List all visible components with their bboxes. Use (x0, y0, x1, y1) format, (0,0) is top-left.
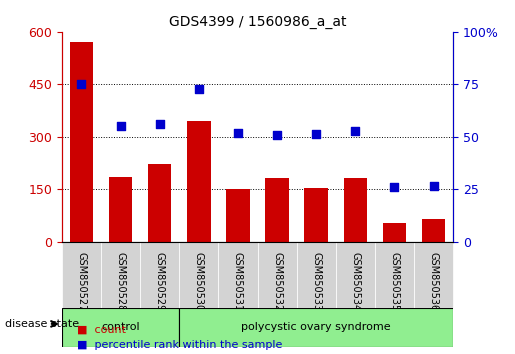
Text: GSM850527: GSM850527 (76, 252, 87, 311)
Text: GSM850536: GSM850536 (428, 252, 439, 311)
Text: polycystic ovary syndrome: polycystic ovary syndrome (242, 322, 391, 332)
Text: ■  count: ■ count (77, 325, 126, 335)
FancyBboxPatch shape (62, 308, 179, 347)
Text: GSM850529: GSM850529 (154, 252, 165, 311)
Bar (383, 223, 406, 242)
Point (234, 130, 242, 136)
Text: ■  percentile rank within the sample: ■ percentile rank within the sample (77, 341, 283, 350)
Bar (344, 178, 367, 242)
Text: GSM850530: GSM850530 (194, 252, 204, 311)
Text: GSM850532: GSM850532 (272, 252, 282, 311)
Bar (422, 219, 445, 242)
Point (273, 132, 281, 138)
Title: GDS4399 / 1560986_a_at: GDS4399 / 1560986_a_at (169, 16, 346, 29)
FancyBboxPatch shape (336, 242, 375, 308)
Text: GSM850533: GSM850533 (311, 252, 321, 311)
FancyBboxPatch shape (101, 242, 140, 308)
Point (312, 131, 320, 137)
Point (116, 124, 125, 129)
FancyBboxPatch shape (218, 242, 258, 308)
FancyBboxPatch shape (140, 242, 179, 308)
Bar (304, 188, 328, 242)
Bar (265, 178, 289, 242)
FancyBboxPatch shape (414, 242, 453, 308)
Text: GSM850531: GSM850531 (233, 252, 243, 311)
Text: disease state: disease state (5, 319, 79, 329)
Bar (187, 121, 211, 242)
Point (430, 183, 438, 189)
Bar (109, 177, 132, 242)
FancyBboxPatch shape (375, 242, 414, 308)
FancyBboxPatch shape (62, 242, 101, 308)
FancyBboxPatch shape (297, 242, 336, 308)
FancyBboxPatch shape (179, 308, 453, 347)
Text: control: control (101, 322, 140, 332)
Point (390, 184, 399, 190)
Bar (226, 189, 250, 242)
Text: GSM850528: GSM850528 (115, 252, 126, 311)
Point (351, 128, 359, 133)
Point (156, 121, 164, 127)
FancyBboxPatch shape (258, 242, 297, 308)
Point (195, 86, 203, 91)
FancyBboxPatch shape (179, 242, 218, 308)
Text: GSM850535: GSM850535 (389, 252, 400, 311)
Bar (148, 164, 171, 242)
Point (77, 81, 85, 87)
Text: GSM850534: GSM850534 (350, 252, 360, 311)
Bar (70, 42, 93, 242)
